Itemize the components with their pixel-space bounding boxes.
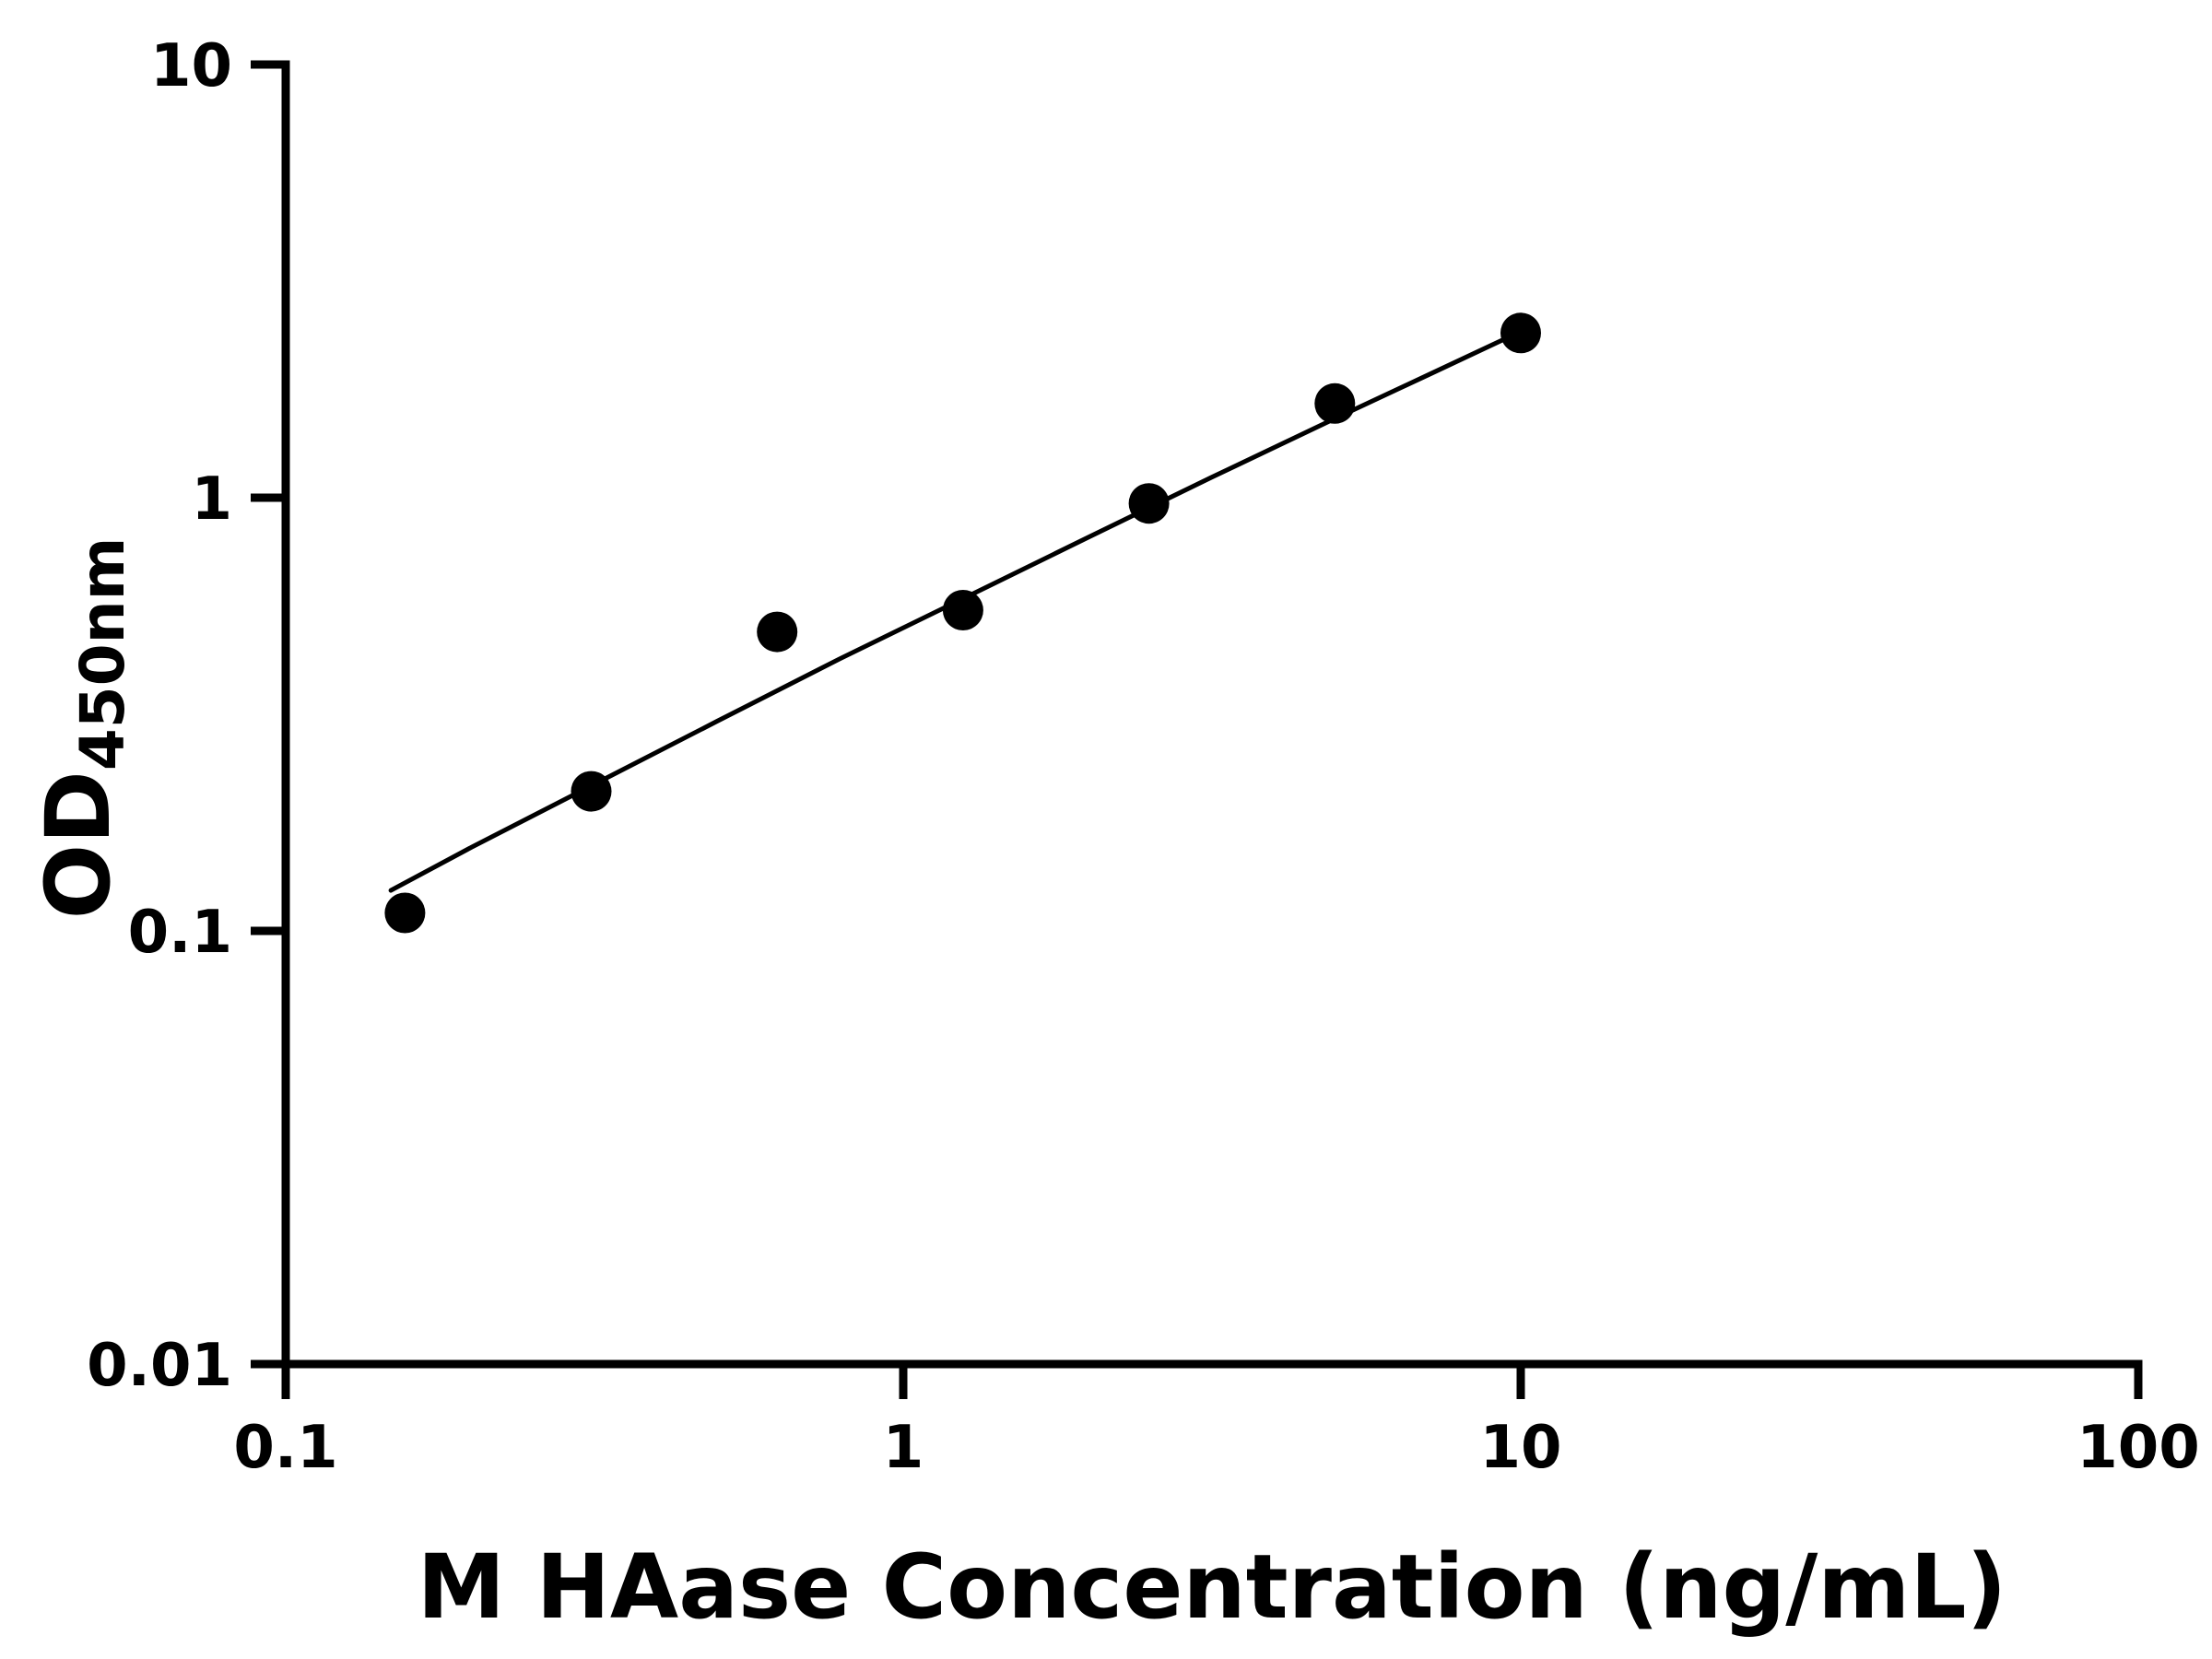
axis-spines: [281, 60, 2143, 1369]
y-tick-label: 0.01: [87, 1332, 232, 1400]
y-tick-label: 10: [150, 32, 232, 100]
data-point: [571, 771, 612, 812]
x-tick-label: 10: [1479, 1414, 1561, 1482]
x-tick-label: 100: [2077, 1414, 2200, 1482]
y-axis-title-main: OD: [27, 771, 130, 920]
y-axis-title-subscript: 450nm: [67, 536, 138, 771]
data-point: [942, 590, 983, 630]
x-axis-title: M HAase Concentration (ng/mL): [417, 1535, 2007, 1639]
data-point: [1314, 382, 1356, 424]
y-tick-label: 1: [191, 465, 232, 534]
data-point: [757, 611, 798, 653]
x-tick-label: 1: [883, 1414, 924, 1482]
data-point: [1500, 312, 1541, 354]
y-tick-label: 0.1: [128, 899, 232, 967]
data-point: [384, 892, 426, 934]
data-point: [1128, 483, 1170, 524]
y-axis-title: OD450nm: [27, 537, 138, 920]
x-tick-label: 0.1: [233, 1414, 337, 1482]
